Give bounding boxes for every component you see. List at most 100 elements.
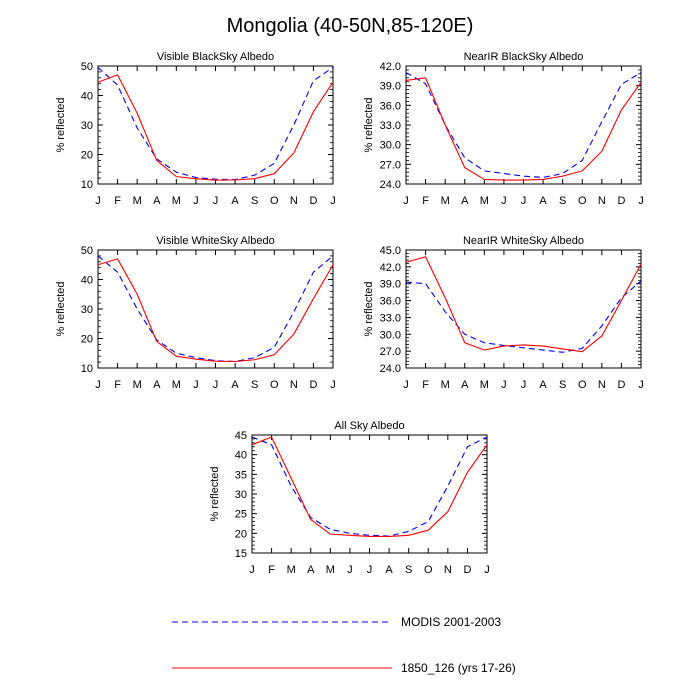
x-tick-label: J bbox=[484, 564, 490, 576]
x-tick-label: S bbox=[559, 195, 566, 207]
y-axis-label: % reflected bbox=[55, 281, 67, 336]
x-tick-label: O bbox=[270, 195, 279, 207]
x-tick-label: F bbox=[114, 379, 121, 391]
x-tick-label: A bbox=[461, 379, 469, 391]
x-tick-label: M bbox=[441, 379, 450, 391]
x-tick-label: J bbox=[330, 195, 336, 207]
series-line-model bbox=[97, 258, 334, 363]
y-tick-label: 30.0 bbox=[380, 329, 401, 341]
x-tick-label: J bbox=[95, 195, 101, 207]
series-line-model bbox=[405, 256, 642, 353]
panel-title: All Sky Albedo bbox=[334, 420, 404, 432]
y-tick-label: 39.0 bbox=[380, 279, 401, 291]
y-tick-label: 24.0 bbox=[380, 363, 401, 375]
x-tick-label: J bbox=[403, 195, 409, 207]
y-tick-label: 25 bbox=[235, 509, 247, 521]
legend: MODIS 2001-2003 1850_126 (yrs 17-26) bbox=[172, 615, 516, 675]
x-tick-label: D bbox=[617, 195, 625, 207]
y-tick-label: 24.0 bbox=[380, 179, 401, 191]
y-tick-label: 50 bbox=[81, 61, 93, 73]
legend-label: 1850_126 (yrs 17-26) bbox=[401, 661, 516, 675]
x-tick-label: D bbox=[463, 564, 471, 576]
y-tick-label: 30 bbox=[235, 489, 247, 501]
x-tick-label: S bbox=[251, 379, 258, 391]
x-tick-label: J bbox=[249, 564, 255, 576]
y-tick-label: 20 bbox=[235, 528, 247, 540]
x-tick-label: J bbox=[95, 379, 101, 391]
x-tick-label: N bbox=[598, 195, 606, 207]
x-tick-label: J bbox=[501, 379, 507, 391]
x-tick-label: A bbox=[539, 379, 547, 391]
y-tick-label: 15 bbox=[235, 548, 247, 560]
y-tick-label: 30 bbox=[81, 304, 93, 316]
x-tick-label: M bbox=[326, 564, 335, 576]
y-tick-label: 33.0 bbox=[380, 312, 401, 324]
plot-frame bbox=[405, 249, 642, 369]
y-axis-label: % reflected bbox=[55, 97, 67, 152]
x-tick-label: A bbox=[461, 195, 469, 207]
x-tick-label: J bbox=[638, 195, 644, 207]
panel-title: NearIR BlackSky Albedo bbox=[464, 51, 584, 63]
y-tick-label: 36.0 bbox=[380, 296, 401, 308]
x-tick-label: F bbox=[114, 195, 121, 207]
x-tick-label: O bbox=[578, 195, 587, 207]
series-line-modis bbox=[97, 67, 334, 181]
x-tick-label: J bbox=[213, 195, 219, 207]
series-line-modis bbox=[405, 72, 642, 178]
y-tick-label: 20 bbox=[81, 150, 93, 162]
panel-title: NearIR WhiteSky Albedo bbox=[463, 235, 584, 247]
y-axis-label: % reflected bbox=[209, 466, 221, 521]
panel-title: Visible WhiteSky Albedo bbox=[156, 235, 274, 247]
x-tick-label: F bbox=[422, 195, 429, 207]
x-tick-label: D bbox=[309, 195, 317, 207]
plot-frame bbox=[251, 434, 488, 554]
x-tick-label: F bbox=[268, 564, 275, 576]
figure-title: Mongolia (40-50N,85-120E) bbox=[227, 15, 474, 37]
x-tick-label: N bbox=[444, 564, 452, 576]
x-tick-label: N bbox=[290, 379, 298, 391]
x-tick-label: A bbox=[385, 564, 393, 576]
series-line-modis bbox=[251, 436, 488, 537]
y-tick-label: 27.0 bbox=[380, 159, 401, 171]
x-tick-label: F bbox=[422, 379, 429, 391]
x-tick-label: M bbox=[287, 564, 296, 576]
y-tick-label: 50 bbox=[81, 245, 93, 257]
x-tick-label: A bbox=[231, 195, 239, 207]
x-tick-label: S bbox=[251, 195, 258, 207]
legend-label: MODIS 2001-2003 bbox=[401, 615, 501, 629]
y-axis-label: % reflected bbox=[363, 281, 375, 336]
x-tick-label: S bbox=[559, 379, 566, 391]
x-tick-label: S bbox=[405, 564, 412, 576]
x-tick-label: A bbox=[153, 379, 161, 391]
x-tick-label: A bbox=[539, 195, 547, 207]
y-tick-label: 33.0 bbox=[380, 120, 401, 132]
x-tick-label: A bbox=[231, 379, 239, 391]
x-tick-label: M bbox=[441, 195, 450, 207]
x-tick-label: N bbox=[290, 195, 298, 207]
x-tick-label: M bbox=[480, 379, 489, 391]
panel-4: NearIR WhiteSky Albedo 24.0 27.0 30.0 33.0 36… bbox=[363, 235, 644, 391]
y-tick-label: 42.0 bbox=[380, 61, 401, 73]
x-tick-label: J bbox=[213, 379, 219, 391]
y-tick-label: 27.0 bbox=[380, 346, 401, 358]
x-tick-label: J bbox=[367, 564, 373, 576]
y-tick-label: 40 bbox=[235, 450, 247, 462]
y-tick-label: 30.0 bbox=[380, 140, 401, 152]
x-tick-label: J bbox=[330, 379, 336, 391]
y-tick-label: 10 bbox=[81, 363, 93, 375]
panel-2: NearIR BlackSky Albedo 24.0 27.0 30.0 33.0 36… bbox=[363, 51, 644, 207]
y-tick-label: 45.0 bbox=[380, 245, 401, 257]
x-tick-label: J bbox=[501, 195, 507, 207]
y-tick-label: 30 bbox=[81, 120, 93, 132]
x-tick-label: D bbox=[309, 379, 317, 391]
series-line-modis bbox=[405, 280, 642, 353]
y-tick-label: 35 bbox=[235, 469, 247, 481]
series-line-model bbox=[405, 77, 642, 181]
plot-frame bbox=[97, 249, 334, 369]
x-tick-label: J bbox=[521, 195, 527, 207]
x-tick-label: J bbox=[193, 195, 199, 207]
